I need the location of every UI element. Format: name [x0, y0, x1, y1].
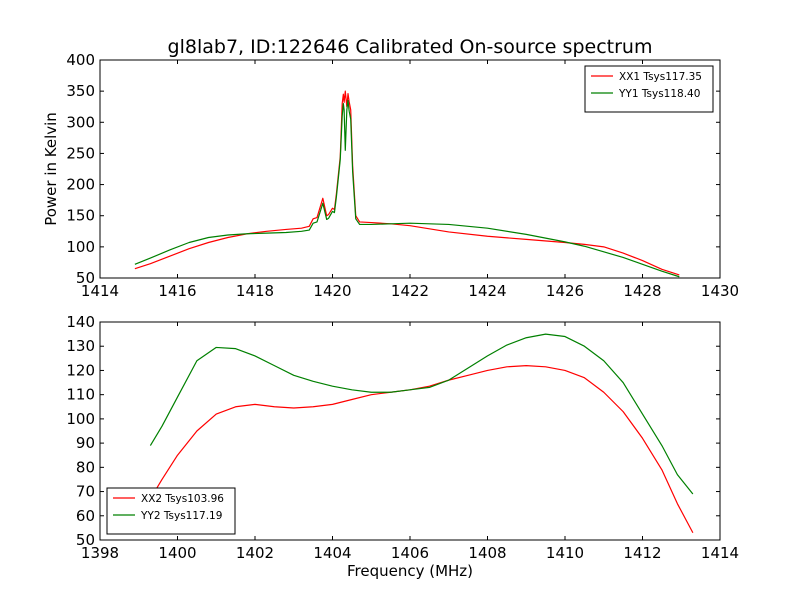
y-tick-label: 90 — [76, 434, 95, 452]
x-tick-label: 1420 — [313, 282, 351, 300]
y-tick-label: 140 — [66, 313, 95, 331]
y-tick-label: 250 — [66, 144, 95, 162]
y-tick-label: 60 — [76, 507, 95, 525]
series-line-1 — [149, 365, 694, 534]
y-tick-label: 200 — [66, 176, 95, 194]
x-tick-label: 1402 — [236, 544, 274, 562]
top-plot: 1414 1416 1418 1420 1422 1424 1426 1428 1430 50 10… — [42, 51, 739, 300]
x-tick-label: 1404 — [313, 544, 351, 562]
y-tick-label: 400 — [66, 51, 95, 69]
x-tick-label: 1414 — [701, 544, 739, 562]
x-tick-label: 1416 — [158, 282, 196, 300]
bottom-plot: 1398 1400 1402 1404 1406 1408 1410 1412 1414 50 60… — [66, 313, 739, 580]
x-tick-label: 1418 — [236, 282, 274, 300]
x-axis-label: Frequency (MHz) — [347, 562, 473, 580]
x-tick-label: 1414 — [81, 282, 119, 300]
legend-label: YY2 Tsys117.19 — [140, 510, 222, 522]
legend-label: XX1 Tsys117.35 — [619, 71, 702, 83]
y-tick-label: 110 — [66, 386, 95, 404]
y-tick-label: 130 — [66, 337, 95, 355]
y-tick-label: 100 — [66, 238, 95, 256]
series-line-2 — [149, 333, 694, 495]
y-tick-label: 150 — [66, 207, 95, 225]
x-tick-label: 1426 — [546, 282, 584, 300]
y-tick-label: 120 — [66, 361, 95, 379]
legend-box — [584, 65, 714, 113]
series-line-2 — [134, 99, 680, 278]
legend: XX1 Tsys117.35 YY1 Tsys118.40 — [584, 65, 714, 113]
series-line-1 — [134, 90, 680, 276]
y-tick-label: 50 — [76, 531, 95, 549]
legend-box — [106, 487, 236, 535]
x-tick-label: 1398 — [81, 544, 119, 562]
x-tick-label: 1422 — [391, 282, 429, 300]
x-tick-label: 1410 — [546, 544, 584, 562]
chart-title: gl8lab7, ID:122646 Calibrated On-source … — [168, 36, 653, 58]
y-tick-label: 100 — [66, 410, 95, 428]
y-tick-label: 350 — [66, 82, 95, 100]
x-tick-label: 1412 — [623, 544, 661, 562]
legend-label: XX2 Tsys103.96 — [141, 493, 224, 505]
y-tick-label: 70 — [76, 483, 95, 501]
x-tick-label: 1400 — [158, 544, 196, 562]
x-tick-label: 1428 — [623, 282, 661, 300]
legend: XX2 Tsys103.96 YY2 Tsys117.19 — [106, 487, 236, 535]
x-tick-label: 1406 — [391, 544, 429, 562]
y-tick-label: 50 — [76, 269, 95, 287]
x-tick-label: 1408 — [468, 544, 506, 562]
x-tick-label: 1424 — [468, 282, 506, 300]
legend-label: YY1 Tsys118.40 — [618, 88, 700, 100]
y-axis-label: Power in Kelvin — [42, 112, 60, 226]
x-tick-label: 1430 — [701, 282, 739, 300]
y-tick-label: 300 — [66, 113, 95, 131]
y-tick-label: 80 — [76, 458, 95, 476]
